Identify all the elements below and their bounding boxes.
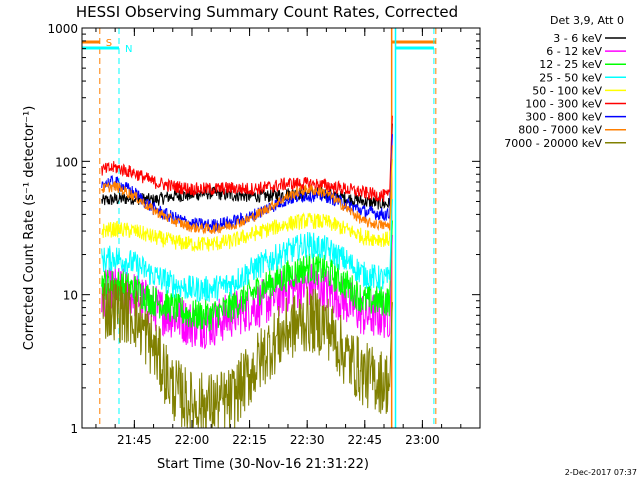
legend-title: Det 3,9, Att 0 <box>550 14 624 27</box>
series-line <box>101 220 393 332</box>
series-line <box>101 115 393 202</box>
marker-label: S <box>106 38 112 49</box>
legend-label: 300 - 800 keV <box>525 111 602 124</box>
legend-label: 800 - 7000 keV <box>518 124 602 137</box>
x-tick-label: 23:00 <box>405 433 440 447</box>
legend-label: 7000 - 20000 keV <box>504 137 602 150</box>
series-layer <box>101 115 393 429</box>
date-stamp: 2-Dec-2017 07:37 <box>565 468 637 477</box>
series-line <box>101 134 393 233</box>
x-tick-label: 22:45 <box>347 433 382 447</box>
series-line <box>101 123 393 210</box>
x-tick-label: 22:30 <box>290 433 325 447</box>
marker-label: N <box>125 44 132 55</box>
x-tick-label: 22:15 <box>232 433 267 447</box>
series-line <box>101 199 393 302</box>
x-tick-label: 22:00 <box>175 433 210 447</box>
series-line <box>101 159 393 253</box>
y-axis-label: Corrected Count Rate (s⁻¹ detector⁻¹) <box>22 106 37 351</box>
y-tick-label: 100 <box>55 155 78 169</box>
plot-frame <box>81 27 481 429</box>
series-line <box>101 145 393 235</box>
x-axis-label: Start Time (30-Nov-16 21:31:22) <box>157 457 369 472</box>
y-tick-label: 1000 <box>47 22 78 36</box>
series-line <box>101 279 393 429</box>
legend-label: 6 - 12 keV <box>546 45 602 58</box>
plot-axes: 1 10 100 1000 21:45 22:00 22:15 22:30 22:45 23:00 <box>47 22 481 447</box>
legend-label: 12 - 25 keV <box>539 58 602 71</box>
x-tick-label: 21:45 <box>117 433 152 447</box>
chart-title: HESSI Observing Summary Count Rates, Cor… <box>76 3 458 21</box>
legend-label: 100 - 300 keV <box>525 98 602 111</box>
legend-label: 25 - 50 keV <box>539 71 602 84</box>
legend-label: 50 - 100 keV <box>532 84 602 97</box>
y-tick-label: 1 <box>70 422 78 436</box>
y-tick-label: 10 <box>63 289 78 303</box>
legend-label: 3 - 6 keV <box>553 32 602 45</box>
